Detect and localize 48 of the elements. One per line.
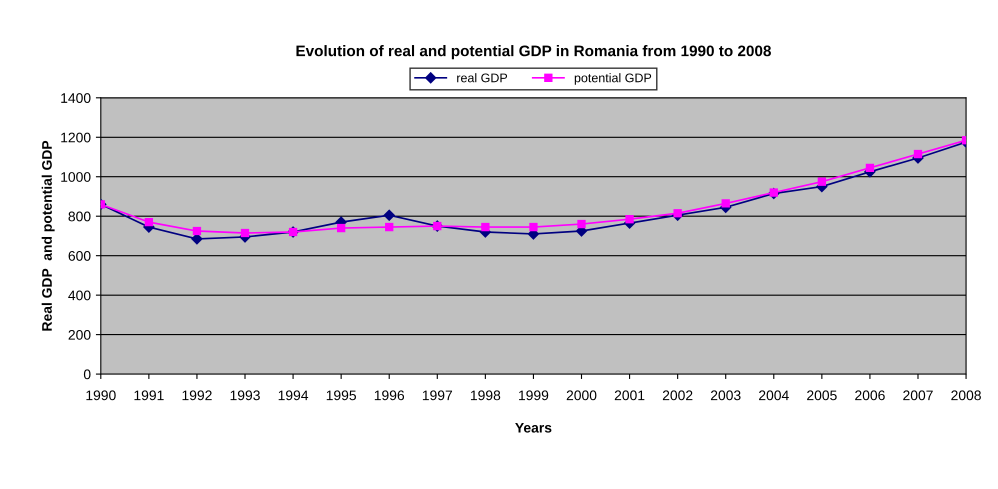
x-tick-label: 1997	[422, 390, 452, 400]
point	[240, 228, 250, 238]
x-tick-label: 1995	[326, 390, 356, 400]
point	[529, 222, 538, 232]
point	[144, 218, 154, 226]
legend-label: potential GDP	[574, 73, 652, 85]
x-tick-label: 2007	[903, 390, 933, 400]
x-tick-label: 2001	[614, 390, 644, 400]
x-tick-label: 1991	[134, 390, 164, 400]
point	[914, 150, 922, 158]
x-tick-label: 2005	[807, 390, 837, 400]
x-tick-label: 1992	[182, 390, 212, 400]
x-tick-label: 1998	[470, 390, 500, 400]
x-tick-label: 2006	[855, 390, 885, 400]
point	[384, 210, 395, 221]
x-tick-label: 1993	[230, 390, 260, 400]
y-tick-label: 0	[84, 369, 91, 380]
y-tick-label: 800	[68, 212, 91, 222]
x-axis-title: Years	[515, 422, 552, 433]
legend-label: real GDP	[457, 73, 508, 82]
point	[673, 209, 682, 218]
x-tick-label: 1990	[86, 390, 116, 400]
x-tick-label: 1999	[519, 390, 548, 400]
point	[770, 188, 778, 197]
y-tick-label: 1200	[61, 132, 91, 142]
y-tick-label: 600	[68, 251, 91, 261]
point	[192, 226, 202, 236]
point	[385, 222, 394, 232]
point	[481, 222, 490, 232]
point	[722, 199, 730, 208]
y-axis-title: Real GDP and potential GDP	[42, 140, 55, 331]
x-tick-label: 2008	[951, 390, 981, 400]
x-tick-label: 2004	[759, 390, 789, 400]
x-tick-label: 2000	[566, 390, 596, 400]
y-tick-label: 200	[68, 330, 91, 340]
point	[818, 178, 826, 186]
point	[866, 164, 874, 172]
x-tick-label: 2002	[662, 390, 692, 400]
point	[336, 224, 346, 232]
chart-title: Evolution of real and potential GDP in Romania from 1990 to 2008	[296, 45, 771, 60]
y-tick-label: 1000	[61, 172, 91, 182]
x-tick-label: 1996	[374, 390, 404, 400]
x-tick-label: 2003	[710, 390, 741, 400]
y-tick-label: 400	[68, 290, 91, 300]
y-tick-label: 1400	[61, 93, 91, 103]
point	[625, 215, 634, 224]
point	[577, 220, 586, 228]
x-tick-label: 1994	[278, 390, 308, 400]
